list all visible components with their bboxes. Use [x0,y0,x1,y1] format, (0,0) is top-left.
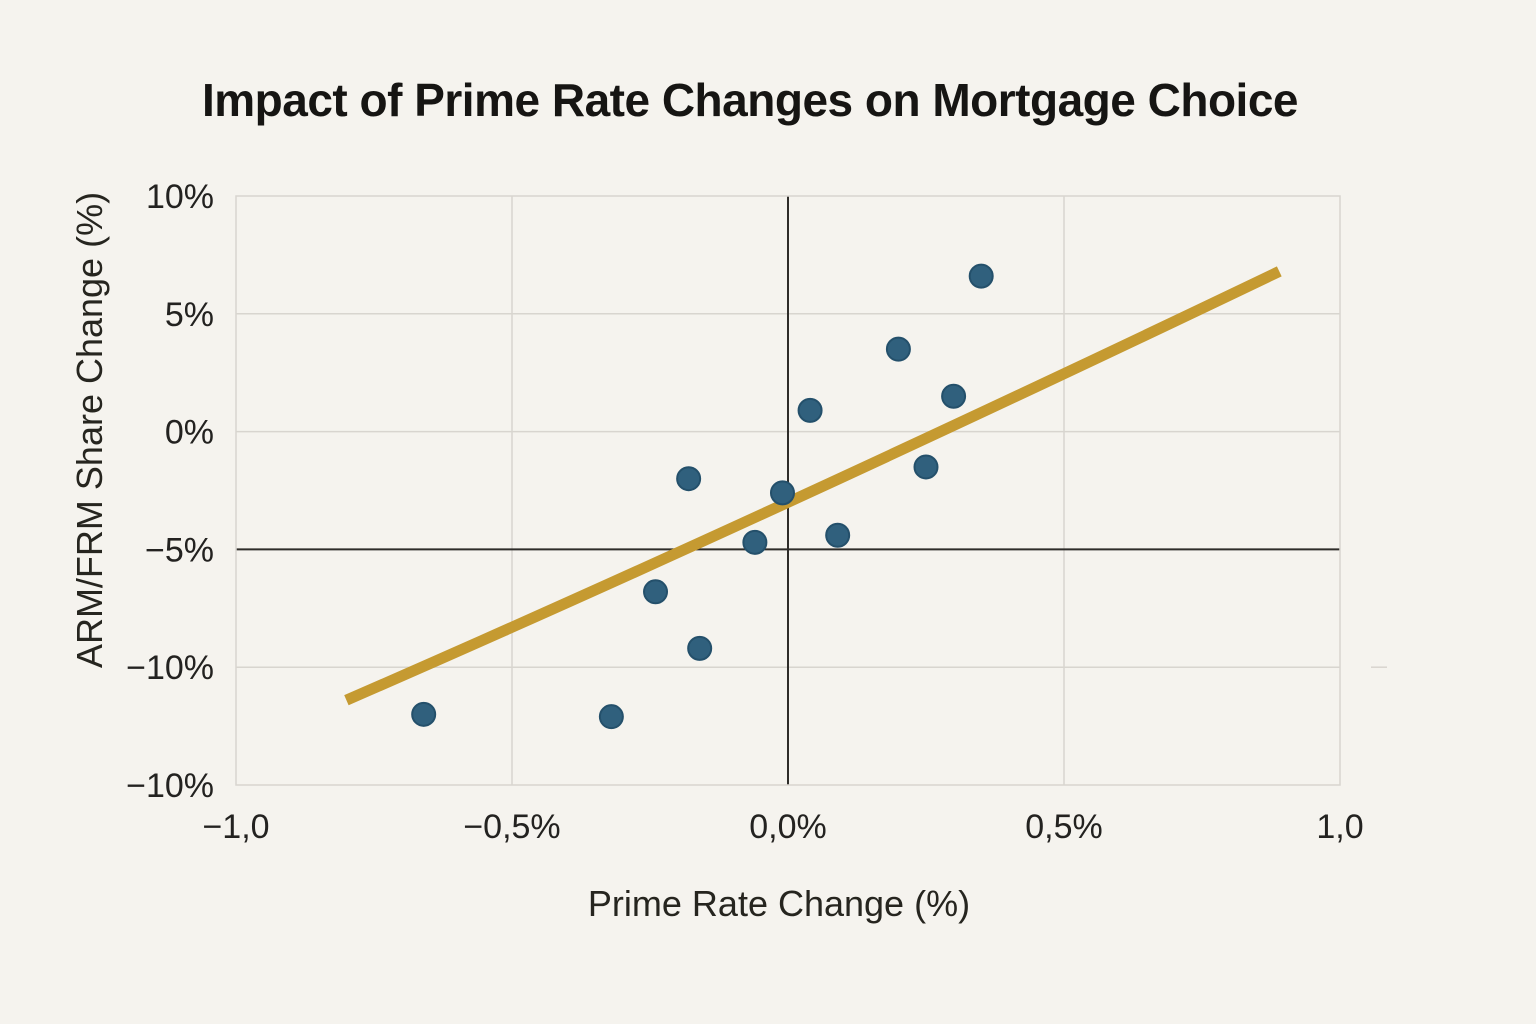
data-point [676,466,702,492]
x-tick-label: −1,0 [202,808,269,846]
x-tick-label: 1,0 [1316,808,1363,846]
trend-line [344,266,1282,706]
plot-border [235,195,1341,786]
y-tick-label: −10% [126,767,214,805]
y-tick-label: 5% [165,296,214,334]
data-point [742,529,768,555]
y-axis-title: ARM/FRM Share Change (%) [69,191,110,669]
data-point [968,263,994,289]
data-point [913,454,939,480]
data-point [825,522,851,548]
data-point [797,397,823,423]
y-tick-label: 0% [165,414,214,452]
y-tick-label: −5% [145,531,214,569]
data-point [687,635,713,661]
x-tick-label: 0,5% [1025,808,1103,846]
y-tick-label: −10% [126,649,214,687]
data-point [643,579,669,605]
y-tick-label: 10% [146,178,214,216]
x-axis-title: Prime Rate Change (%) [587,883,971,924]
x-tick-label: 0,0% [749,808,827,846]
data-point [598,704,624,730]
chart-title: Impact of Prime Rate Changes on Mortgage… [201,74,1299,126]
x-tick-label: −0,5% [463,808,560,846]
data-point [769,480,795,506]
data-point [941,383,967,409]
data-point [411,701,437,727]
data-point [885,336,911,362]
